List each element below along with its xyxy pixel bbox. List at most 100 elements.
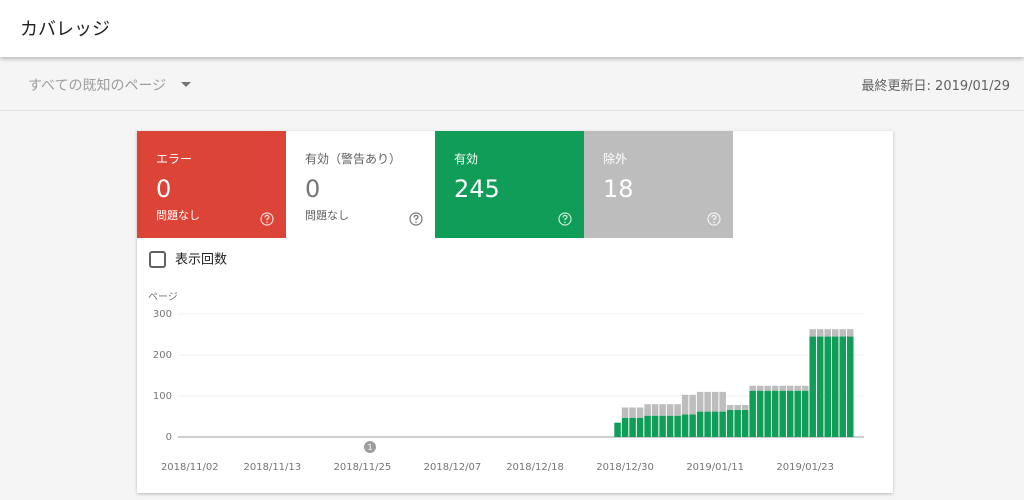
bar (696, 391, 704, 412)
bar (621, 417, 629, 437)
bar (674, 415, 681, 437)
bar (689, 414, 696, 437)
help-icon[interactable] (409, 212, 423, 226)
bar (666, 415, 674, 437)
bar (734, 405, 741, 410)
bar (839, 329, 846, 337)
bar (756, 390, 764, 437)
tile-note: 問題なし (156, 209, 200, 222)
annotation-marker[interactable] (364, 441, 376, 453)
x-tick-label: 2018/11/13 (244, 462, 302, 473)
bar (824, 336, 831, 437)
tile-note: 問題なし (305, 209, 349, 222)
bar (636, 417, 644, 437)
dropdown-caret[interactable] (181, 82, 191, 88)
bar (756, 385, 764, 391)
x-tick-label: 2019/01/11 (686, 462, 744, 473)
y-axis-label: ページ (148, 292, 178, 303)
bar (629, 417, 636, 437)
bar (786, 390, 794, 437)
bar (801, 390, 809, 437)
bar (651, 415, 659, 437)
checkbox-label[interactable]: 表示回数 (175, 253, 227, 268)
help-icon[interactable] (558, 212, 572, 226)
bar (764, 385, 771, 391)
bar (771, 385, 779, 391)
bar (681, 414, 689, 437)
tile-label: エラー (156, 152, 193, 166)
bar (801, 385, 809, 391)
bar (614, 422, 621, 437)
bar (719, 391, 726, 412)
bar (809, 329, 816, 337)
status-tile[interactable]: 有効 245 (435, 131, 584, 238)
status-tile[interactable]: 除外 18 (584, 131, 733, 238)
bar (681, 394, 689, 415)
bar (839, 336, 846, 437)
bar (711, 411, 719, 437)
bar (846, 329, 854, 337)
last-updated: 最終更新日: 2019/01/29 (861, 79, 1010, 94)
y-tick-label: 100 (153, 391, 172, 402)
bar (621, 407, 629, 418)
tile-label: 有効 (454, 152, 479, 166)
bar (674, 404, 681, 416)
bar (659, 415, 666, 437)
bar (749, 390, 756, 437)
x-tick-label: 2019/01/23 (776, 462, 834, 473)
bar (636, 407, 644, 418)
tile-label: 有効（警告あり） (305, 152, 402, 166)
help-icon[interactable] (707, 212, 721, 226)
bar (779, 390, 786, 437)
bar (711, 391, 719, 412)
tile-value: 18 (603, 175, 634, 203)
status-tile[interactable]: エラー 0 問題なし (137, 131, 286, 238)
bar (824, 329, 831, 337)
y-tick-label: 200 (153, 350, 172, 361)
x-tick-label: 2018/11/25 (334, 462, 392, 473)
bar (846, 336, 854, 437)
bar (816, 329, 824, 337)
annotation-label[interactable]: 1 (367, 443, 372, 452)
bar (779, 385, 786, 391)
bar (741, 409, 749, 437)
bar (816, 336, 824, 437)
tile-value: 0 (305, 175, 321, 203)
coverage-card: エラー 0 問題なし 有効（警告あり） 0 問題なし 有効 245 除外 18 (137, 131, 893, 493)
bar (809, 336, 816, 437)
tile-value: 245 (454, 175, 500, 203)
bar (741, 405, 749, 410)
x-tick-label: 2018/11/02 (161, 462, 219, 473)
bar (704, 411, 711, 437)
header: カバレッジ (0, 0, 1024, 57)
bar (666, 404, 674, 416)
bar (696, 411, 704, 437)
bar (734, 409, 741, 437)
y-tick-label: 0 (166, 432, 172, 443)
bar (689, 394, 696, 415)
x-tick-label: 2018/12/18 (506, 462, 564, 473)
help-icon[interactable] (260, 212, 274, 226)
bar (831, 329, 839, 337)
x-tick-label: 2018/12/07 (424, 462, 482, 473)
bar (719, 411, 726, 437)
bar (786, 385, 794, 391)
bar (644, 404, 651, 416)
filter-dropdown[interactable]: すべての既知のページ (28, 78, 167, 94)
bar (704, 391, 711, 412)
bar (726, 405, 734, 410)
bar (629, 407, 636, 418)
bar (749, 385, 756, 391)
checkbox[interactable] (149, 251, 166, 268)
bar (764, 390, 771, 437)
bar (771, 390, 779, 437)
bar (794, 390, 801, 437)
bar (651, 404, 659, 416)
bar (644, 415, 651, 437)
bar (794, 385, 801, 391)
status-tile[interactable]: 有効（警告あり） 0 問題なし (286, 131, 435, 238)
bar (831, 336, 839, 437)
bar (659, 404, 666, 416)
